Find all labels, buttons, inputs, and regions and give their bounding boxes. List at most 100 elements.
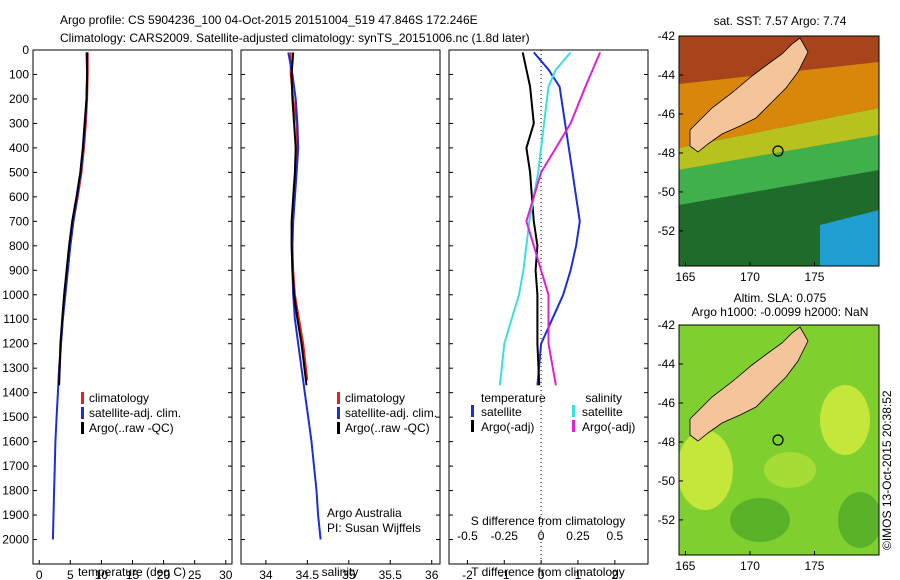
depth-tick-label: 1600 xyxy=(2,435,29,449)
map-x-tick-label: 175 xyxy=(804,270,824,284)
legend-label: Argo(-adj) xyxy=(481,420,534,434)
map-x-tick-label: 170 xyxy=(740,559,760,573)
map-y-tick-label: -42 xyxy=(658,29,676,43)
x-top-tick-label: -0.25 xyxy=(491,529,519,543)
depth-tick-label: 700 xyxy=(9,214,29,228)
depth-tick-label: 2000 xyxy=(2,533,29,547)
temperature-axis-label: temperature (deg C) xyxy=(78,565,186,579)
legend-swatch-t-argo xyxy=(471,420,474,432)
legend-label: Argo(..raw -QC) xyxy=(345,421,430,435)
x-tick-label: 34 xyxy=(259,568,273,580)
axis-ticks-layer: 0100200300400500600700800900100011001200… xyxy=(2,43,648,580)
x-tick-label: 0 xyxy=(538,568,545,580)
map-x-tick-label: 170 xyxy=(740,270,760,284)
new-zealand-land xyxy=(689,326,809,442)
legend-swatch-s-argo xyxy=(572,420,575,432)
depth-tick-label: 800 xyxy=(9,239,29,253)
depth-tick-label: 1000 xyxy=(2,288,29,302)
legend-swatch-satellite xyxy=(337,407,340,419)
temperature-legend: climatology satellite-adj. clim. Argo(..… xyxy=(81,391,181,435)
x-top-tick-label: 0 xyxy=(538,529,545,543)
x-top-tick-label: 0.25 xyxy=(566,529,590,543)
map-y-tick-label: -44 xyxy=(658,357,676,371)
x-tick-label: -1 xyxy=(499,568,510,580)
sst-map-plot xyxy=(679,36,879,266)
depth-tick-label: 600 xyxy=(9,190,29,204)
sla-anomaly-high xyxy=(820,385,870,455)
depth-tick-label: 1800 xyxy=(2,484,29,498)
sst-map-frame xyxy=(678,35,880,267)
x-tick-label: 36 xyxy=(425,568,439,580)
depth-tick-label: 300 xyxy=(9,116,29,130)
legend-title-salinity: salinity xyxy=(585,391,622,405)
x-tick-label: -2 xyxy=(462,568,473,580)
sla-map-title-line2: Argo h1000: -0.0099 h2000: NaN xyxy=(692,305,869,319)
series-line-temperature-argo-adj- xyxy=(521,52,541,386)
map-y-tick-label: -42 xyxy=(658,318,676,332)
sla-argo-marker xyxy=(772,434,784,446)
legend-swatch-satellite xyxy=(81,407,84,419)
depth-tick-label: 0 xyxy=(22,43,29,57)
depth-tick-label: 400 xyxy=(9,141,29,155)
series-line-salinity-argo-adj- xyxy=(525,52,602,386)
x-tick-label: 2 xyxy=(611,568,618,580)
x-tick-label: 10 xyxy=(95,568,109,580)
salinity-legend: climatology satellite-adj. clim. Argo(..… xyxy=(327,391,437,535)
x-tick-label: 20 xyxy=(157,568,171,580)
sla-map-title-line1: Altim. SLA: 0.075 xyxy=(734,291,827,305)
depth-tick-label: 1900 xyxy=(2,508,29,522)
legend-swatch-argo xyxy=(81,422,84,434)
series-line-argo-raw-qc- xyxy=(290,52,308,386)
x-tick-label: 25 xyxy=(188,568,202,580)
credit-line1: Argo Australia xyxy=(327,506,402,520)
x-tick-label: 0 xyxy=(36,568,43,580)
series-line-argo-raw-qc- xyxy=(58,52,89,386)
sst-argo-marker xyxy=(772,145,784,157)
legend-label: climatology xyxy=(89,391,149,405)
x-top-tick-label: 0.5 xyxy=(606,529,623,543)
credit-line2: PI: Susan Wijffels xyxy=(327,521,421,535)
legend-label: satellite-adj. clim. xyxy=(345,406,437,420)
sla-anomaly-high xyxy=(679,430,733,510)
imos-stamp: ©IMOS 13-Oct-2015 20:38:52 xyxy=(880,390,894,550)
sst-map-title: sat. SST: 7.57 Argo: 7.74 xyxy=(714,14,847,28)
depth-tick-label: 900 xyxy=(9,263,29,277)
legend-label: climatology xyxy=(345,391,405,405)
map-x-tick-label: 165 xyxy=(675,559,695,573)
sla-anomaly-low xyxy=(838,492,879,548)
legend-swatch-s-satellite xyxy=(572,405,575,417)
legend-title-temperature: temperature xyxy=(481,391,546,405)
legend-swatch-argo xyxy=(337,422,340,434)
map-y-tick-label: -46 xyxy=(658,107,676,121)
depth-tick-label: 1500 xyxy=(2,410,29,424)
legend-label: satellite xyxy=(481,405,522,419)
map-y-tick-label: -44 xyxy=(658,68,676,82)
sla-anomaly-low xyxy=(730,498,790,542)
depth-tick-label: 1300 xyxy=(2,361,29,375)
depth-tick-label: 1400 xyxy=(2,386,29,400)
sst-cold-patch xyxy=(820,210,879,266)
sla-map-frame xyxy=(678,324,880,556)
profile-lines-layer xyxy=(51,50,602,564)
x-tick-label: 30 xyxy=(219,568,233,580)
legend-swatch-climatology xyxy=(81,392,84,404)
legend-swatch-t-satellite xyxy=(471,405,474,417)
legend-label: satellite xyxy=(582,405,623,419)
depth-tick-label: 1200 xyxy=(2,337,29,351)
x-tick-label: 35.5 xyxy=(379,568,403,580)
salinity-axis-label: salinity xyxy=(322,565,359,579)
t-difference-axis-label: T difference from climatology xyxy=(471,565,625,579)
depth-tick-label: 1100 xyxy=(3,312,29,326)
difference-legend: temperature satellite Argo(-adj) salinit… xyxy=(471,391,635,434)
x-tick-label: 34.5 xyxy=(296,568,320,580)
map-x-tick-label: 165 xyxy=(675,270,695,284)
temperature-panel-frame xyxy=(32,49,233,565)
map-y-tick-label: -46 xyxy=(658,396,676,410)
map-x-tick-label: 175 xyxy=(804,559,824,573)
x-tick-label: 15 xyxy=(126,568,140,580)
sst-front-green xyxy=(679,135,879,205)
sla-anomaly-mid xyxy=(764,452,816,488)
figure-title-line1: Argo profile: CS 5904236_100 04-Oct-2015… xyxy=(60,13,478,27)
depth-tick-label: 200 xyxy=(9,92,29,106)
